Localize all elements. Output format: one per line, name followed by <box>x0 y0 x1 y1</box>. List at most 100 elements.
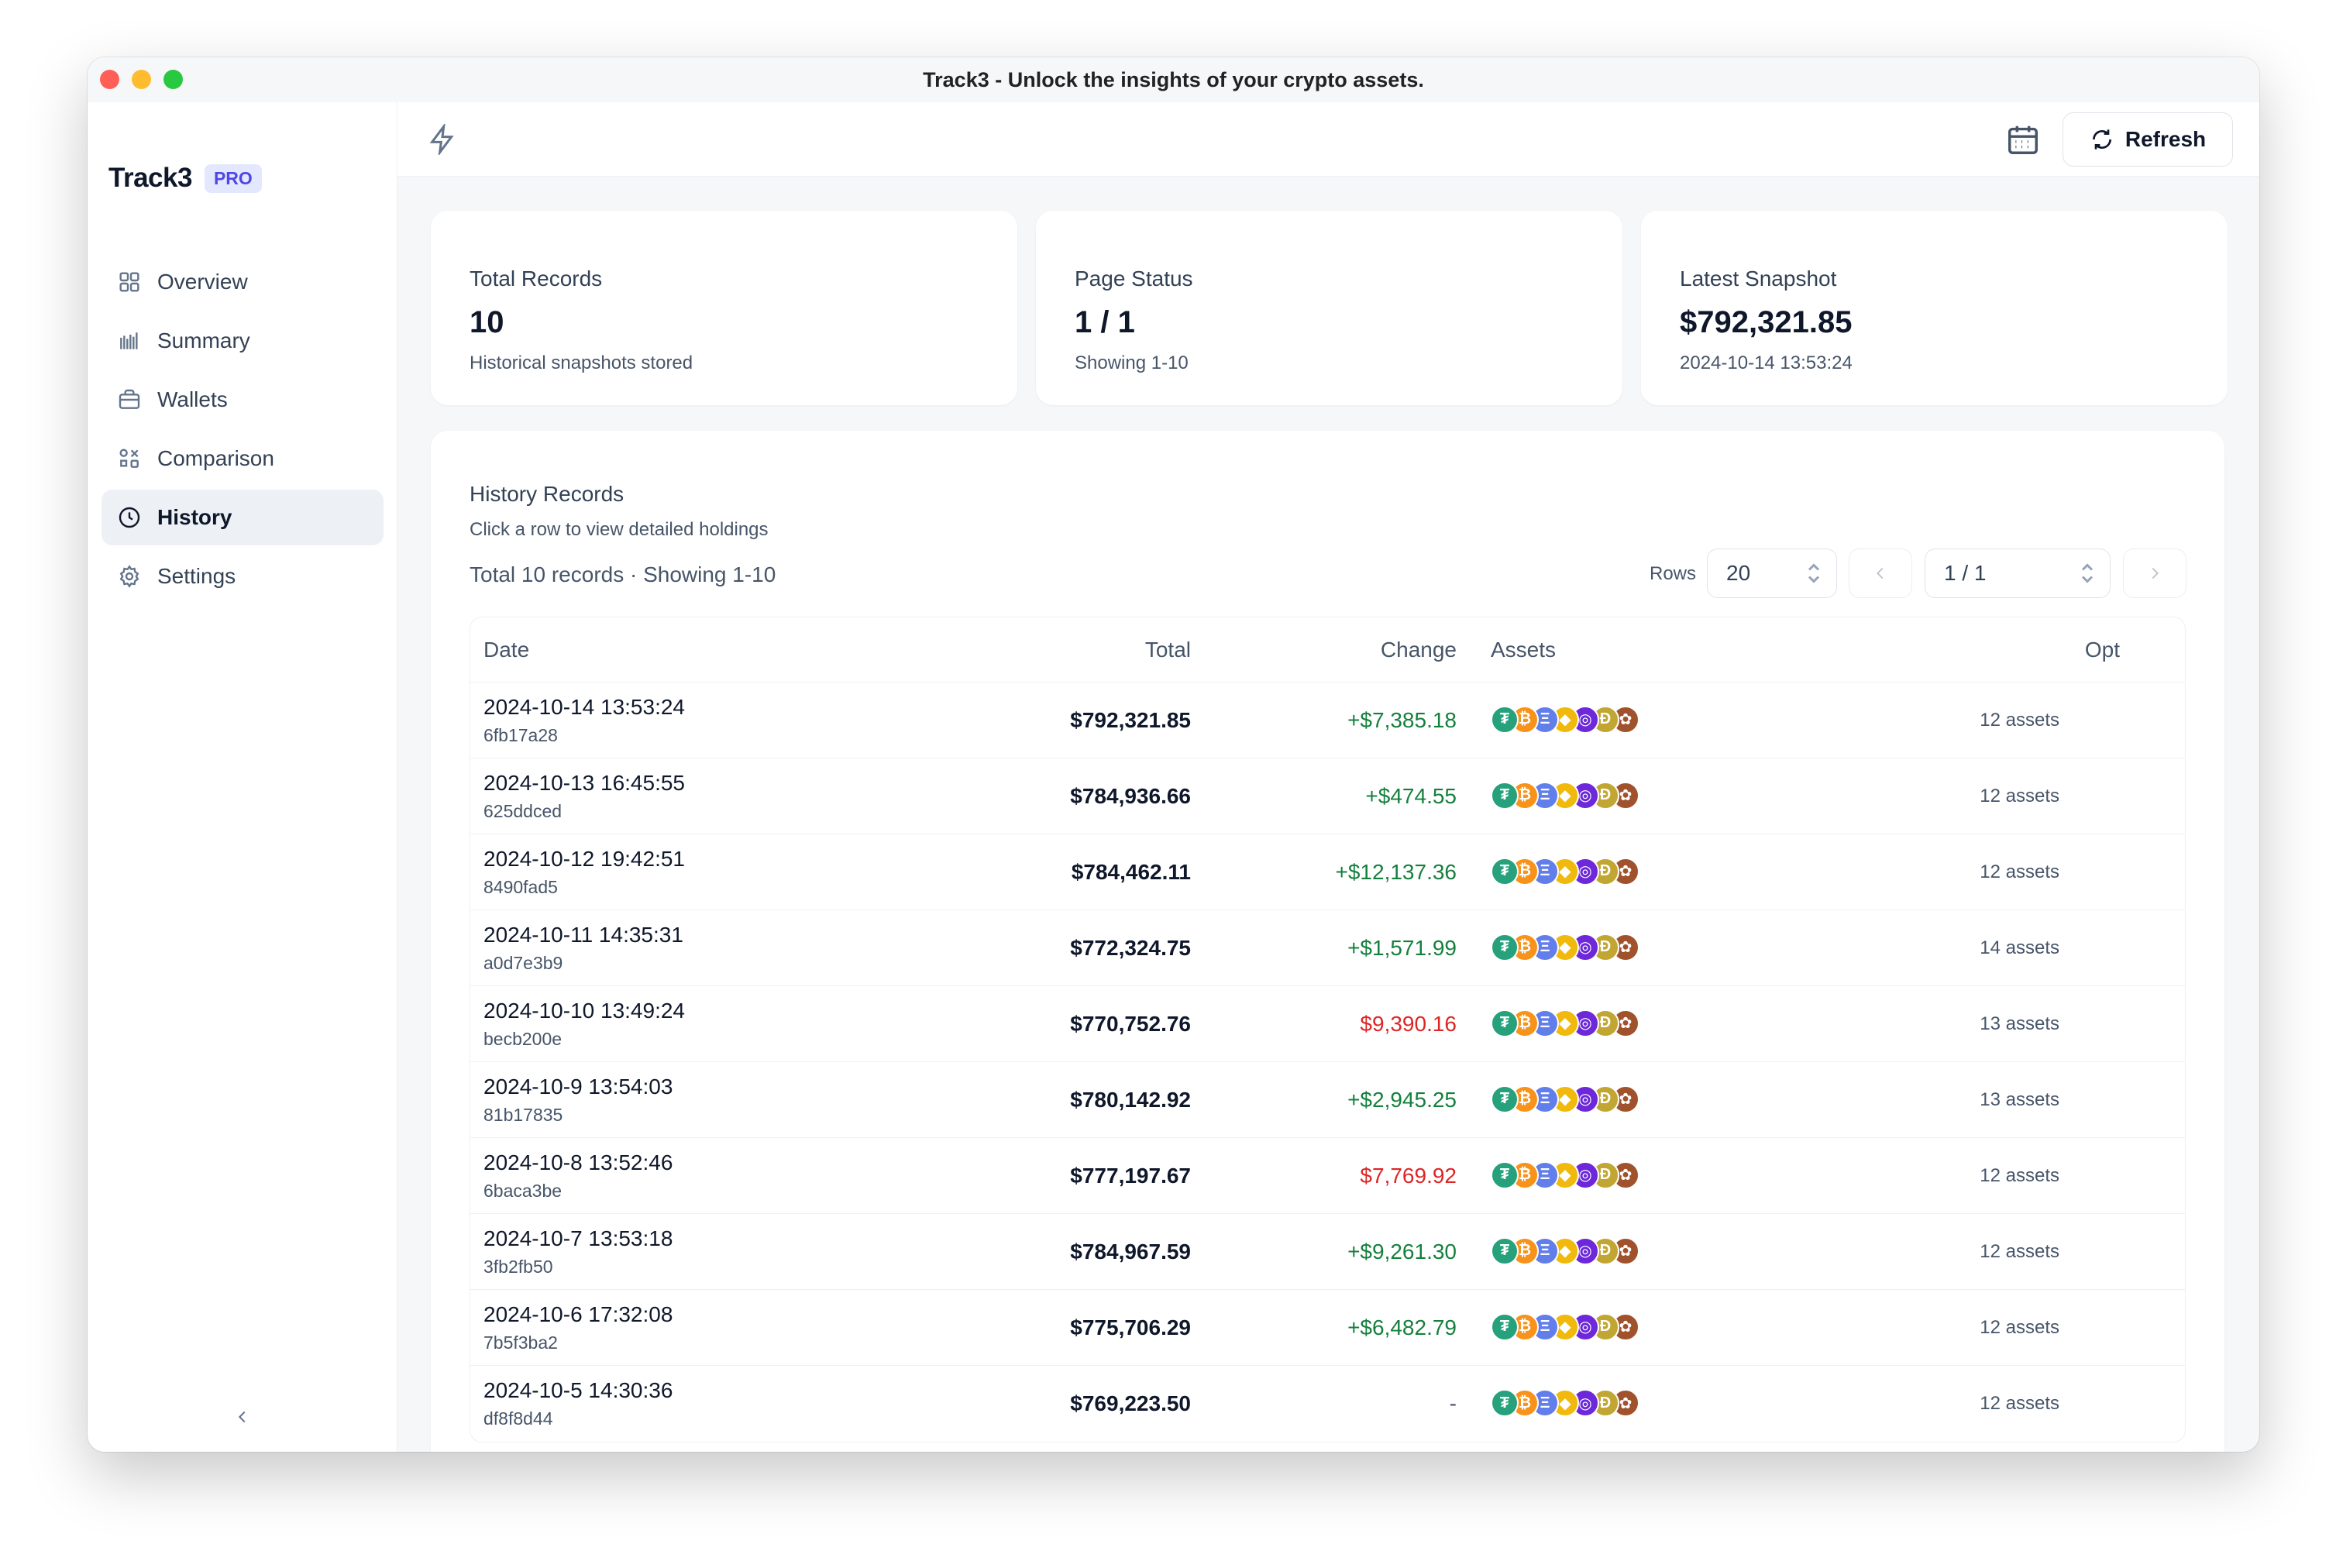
quick-action-button[interactable] <box>427 122 458 156</box>
sidebar-item-summary[interactable]: Summary <box>101 313 384 369</box>
column-header-date[interactable]: Date <box>483 637 530 662</box>
collapse-sidebar-button[interactable] <box>231 1405 254 1429</box>
table-row[interactable]: 2024-10-9 13:54:03 81b17835 $780,142.92 +$2… <box>470 1062 2185 1138</box>
row-asset-icons: ₮ ₿ Ξ ◆ ◎ Ð ✿ <box>1491 705 1646 735</box>
row-snapshot-id: 3fb2fb50 <box>483 1257 553 1277</box>
row-date: 2024-10-10 13:49:24 <box>483 999 685 1023</box>
sidebar-nav: Overview Summary Wallets Comparison Hist… <box>101 254 384 607</box>
tether-icon: ₮ <box>1491 1236 1519 1265</box>
rows-per-page-value: 20 <box>1726 561 1751 585</box>
rows-label: Rows <box>1650 563 1697 584</box>
column-header-total[interactable]: Total <box>1144 637 1191 662</box>
stat-title: Total Records <box>470 266 603 291</box>
title-bar: Track3 - Unlock the insights of your cry… <box>88 57 2259 102</box>
row-change: +$12,137.36 <box>1335 859 1457 884</box>
table-row[interactable]: 2024-10-13 16:45:55 625ddced $784,936.66 +$… <box>470 758 2185 834</box>
sidebar-item-wallets[interactable]: Wallets <box>101 372 384 428</box>
chevron-right-icon <box>2152 567 2159 579</box>
tether-icon: ₮ <box>1491 1085 1519 1113</box>
sidebar-item-label: Settings <box>157 564 236 588</box>
tether-icon: ₮ <box>1491 705 1519 734</box>
tether-icon: ₮ <box>1491 781 1519 810</box>
comparison-icon <box>119 449 139 468</box>
row-snapshot-id: becb200e <box>483 1029 563 1049</box>
rows-per-page-select[interactable]: 20 <box>1707 548 1837 598</box>
date-picker-button[interactable] <box>2005 122 2041 157</box>
row-asset-count: 12 assets <box>1980 1240 2059 1262</box>
refresh-icon <box>2092 129 2111 150</box>
briefcase-icon <box>119 389 140 409</box>
row-total: $784,936.66 <box>1070 783 1191 808</box>
previous-page-button[interactable] <box>1849 548 1912 598</box>
refresh-button[interactable]: Refresh <box>2063 112 2233 167</box>
row-total: $772,324.75 <box>1070 935 1191 960</box>
stat-subtitle: 2024-10-14 13:53:24 <box>1680 352 1853 373</box>
row-asset-icons: ₮ ₿ Ξ ◆ ◎ Ð ✿ <box>1491 1312 1646 1343</box>
row-total: $769,223.50 <box>1070 1391 1191 1415</box>
bar-chart-icon <box>120 332 138 349</box>
stat-value: 1 / 1 <box>1075 305 1135 339</box>
column-header-change[interactable]: Change <box>1380 637 1457 662</box>
row-asset-icons: ₮ ₿ Ξ ◆ ◎ Ð ✿ <box>1491 1161 1646 1191</box>
row-date: 2024-10-9 13:54:03 <box>483 1075 673 1099</box>
sidebar-item-label: History <box>157 505 232 529</box>
row-date: 2024-10-5 14:30:36 <box>483 1378 673 1402</box>
history-records-card: History Records Click a row to view deta… <box>431 431 2224 1452</box>
sidebar-item-label: Overview <box>157 270 248 294</box>
row-asset-icons: ₮ ₿ Ξ ◆ ◎ Ð ✿ <box>1491 781 1646 811</box>
row-total: $780,142.92 <box>1070 1087 1191 1112</box>
table-row[interactable]: 2024-10-8 13:52:46 6baca3be $777,197.67 $7,… <box>470 1138 2185 1214</box>
minimize-window-button[interactable] <box>132 70 151 89</box>
row-snapshot-id: 6fb17a28 <box>483 725 558 745</box>
stat-card-latest-snapshot: Latest Snapshot $792,321.85 2024-10-14 1… <box>1641 211 2228 405</box>
sidebar-item-comparison[interactable]: Comparison <box>101 431 384 487</box>
row-snapshot-id: df8f8d44 <box>483 1408 553 1429</box>
table-row[interactable]: 2024-10-6 17:32:08 7b5f3ba2 $775,706.29 +$6… <box>470 1290 2185 1366</box>
row-asset-count: 12 assets <box>1980 1164 2059 1186</box>
sidebar-item-label: Comparison <box>157 446 274 470</box>
table-row[interactable]: 2024-10-12 19:42:51 8490fad5 $784,462.11 +$… <box>470 834 2185 910</box>
stat-value: 10 <box>470 305 504 339</box>
sidebar-item-settings[interactable]: Settings <box>101 548 384 604</box>
sidebar-item-history[interactable]: History <box>101 490 384 545</box>
stat-subtitle: Historical snapshots stored <box>470 352 693 373</box>
updown-chevron-icon <box>1807 562 1821 585</box>
refresh-label: Refresh <box>2125 127 2207 151</box>
row-snapshot-id: 81b17835 <box>483 1105 563 1125</box>
row-date: 2024-10-12 19:42:51 <box>483 847 685 871</box>
page-select[interactable]: 1 / 1 <box>1925 548 2111 598</box>
app-window: Track3 - Unlock the insights of your cry… <box>88 57 2259 1452</box>
row-date: 2024-10-7 13:53:18 <box>483 1226 673 1250</box>
sidebar-item-overview[interactable]: Overview <box>101 254 384 310</box>
stat-subtitle: Showing 1-10 <box>1075 352 1189 373</box>
row-total: $775,706.29 <box>1070 1315 1191 1339</box>
row-asset-count: 12 assets <box>1980 1393 2059 1414</box>
row-date: 2024-10-14 13:53:24 <box>483 695 685 719</box>
stat-title: Page Status <box>1075 266 1193 291</box>
next-page-button[interactable] <box>2123 548 2186 598</box>
row-asset-count: 14 assets <box>1980 937 2059 958</box>
maximize-window-button[interactable] <box>163 70 183 89</box>
row-date: 2024-10-11 14:35:31 <box>483 923 683 947</box>
table-row[interactable]: 2024-10-5 14:30:36 df8f8d44 $769,223.50 - ₮ ₿… <box>470 1366 2185 1442</box>
table-row[interactable]: 2024-10-11 14:35:31 a0d7e3b9 $772,324.75 +$… <box>470 910 2185 986</box>
dogecoin-icon: Ð <box>1591 705 1619 734</box>
row-asset-icons: ₮ ₿ Ξ ◆ ◎ Ð ✿ <box>1491 857 1646 887</box>
row-total: $784,462.11 <box>1071 859 1191 884</box>
row-total: $792,321.85 <box>1070 707 1191 732</box>
calendar-icon <box>2008 126 2038 154</box>
stat-card-page-status: Page Status 1 / 1 Showing 1-10 <box>1036 211 1622 405</box>
table-row[interactable]: 2024-10-14 13:53:24 6fb17a28 $792,321.85 +$… <box>470 683 2185 758</box>
chevron-left-icon <box>1876 567 1884 579</box>
row-snapshot-id: 6baca3be <box>483 1181 563 1201</box>
sidebar-item-label: Wallets <box>157 387 228 411</box>
top-bar: Refresh <box>397 102 2259 177</box>
table-body: 2024-10-14 13:53:24 6fb17a28 $792,321.85 +$… <box>470 683 2185 1442</box>
section-subtitle: Click a row to view detailed holdings <box>470 519 769 540</box>
row-asset-icons: ₮ ₿ Ξ ◆ ◎ Ð ✿ <box>1491 1009 1646 1039</box>
records-count-text: Total 10 records · Showing 1-10 <box>470 562 776 586</box>
close-window-button[interactable] <box>100 70 119 89</box>
table-row[interactable]: 2024-10-10 13:49:24 becb200e $770,752.76 $9… <box>470 986 2185 1062</box>
tether-icon: ₮ <box>1491 933 1519 961</box>
table-row[interactable]: 2024-10-7 13:53:18 3fb2fb50 $784,967.59 +$9… <box>470 1214 2185 1290</box>
